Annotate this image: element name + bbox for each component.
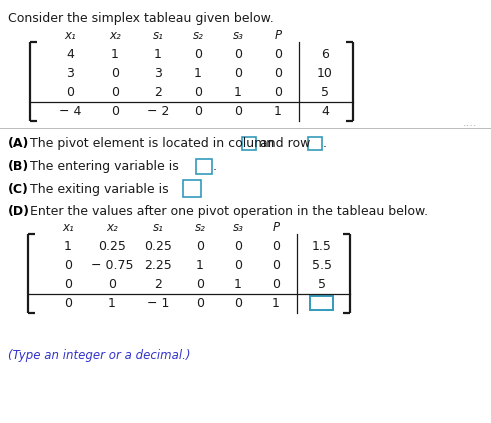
Text: and row: and row [260,137,310,149]
Text: s₂: s₂ [194,220,205,233]
Text: 0: 0 [111,85,119,99]
Text: 5: 5 [318,277,326,291]
Text: 0: 0 [234,239,242,253]
Text: 1: 1 [234,85,242,99]
Text: 0: 0 [194,47,202,60]
Text: 0: 0 [64,297,72,310]
Text: 0: 0 [234,47,242,60]
Text: 5: 5 [321,85,329,99]
Text: s₂: s₂ [192,28,203,41]
Text: 0: 0 [196,297,204,310]
Text: 1: 1 [154,47,162,60]
FancyBboxPatch shape [242,137,256,149]
Text: x₁: x₁ [64,28,76,41]
Text: 4: 4 [66,47,74,60]
Text: 2: 2 [154,85,162,99]
Text: − 1: − 1 [147,297,169,310]
Text: s₁: s₁ [153,28,164,41]
FancyBboxPatch shape [308,137,322,149]
Text: 0: 0 [66,85,74,99]
FancyBboxPatch shape [310,296,333,310]
Text: 0: 0 [234,66,242,80]
Text: (Type an integer or a decimal.): (Type an integer or a decimal.) [8,349,191,362]
Text: The entering variable is: The entering variable is [30,159,179,173]
Text: 0: 0 [272,277,280,291]
Text: 5.5: 5.5 [312,258,332,272]
Text: The exiting variable is: The exiting variable is [30,182,168,195]
Text: x₂: x₂ [109,28,121,41]
Text: 0.25: 0.25 [98,239,126,253]
Text: x₁: x₁ [62,220,74,233]
Text: 0: 0 [194,85,202,99]
Text: 0: 0 [64,258,72,272]
Text: s₃: s₃ [233,220,244,233]
Text: (A): (A) [8,137,29,149]
Text: (B): (B) [8,159,29,173]
Text: (C): (C) [8,182,29,195]
FancyBboxPatch shape [196,159,212,173]
Text: 0: 0 [234,258,242,272]
Text: 0: 0 [274,47,282,60]
Text: s₃: s₃ [233,28,244,41]
Text: 1: 1 [274,104,282,118]
Text: .: . [213,159,217,173]
Text: 0: 0 [111,104,119,118]
Text: 0: 0 [108,277,116,291]
Text: − 4: − 4 [59,104,81,118]
Text: 10: 10 [317,66,333,80]
Text: 1: 1 [111,47,119,60]
Text: 0: 0 [274,85,282,99]
Text: 0: 0 [194,104,202,118]
Text: 1.5: 1.5 [312,239,332,253]
Text: 0: 0 [274,66,282,80]
Text: 1: 1 [194,66,202,80]
Text: 1: 1 [272,297,280,310]
Text: Enter the values after one pivot operation in the tableau below.: Enter the values after one pivot operati… [30,204,428,217]
FancyBboxPatch shape [183,179,201,197]
Text: 1: 1 [64,239,72,253]
Text: 1: 1 [196,258,204,272]
Text: (D): (D) [8,204,30,217]
Text: 0.25: 0.25 [144,239,172,253]
Text: 2.25: 2.25 [144,258,172,272]
Text: − 0.75: − 0.75 [91,258,133,272]
Text: 3: 3 [154,66,162,80]
Text: 0: 0 [234,104,242,118]
Text: 0: 0 [111,66,119,80]
Text: 0: 0 [196,277,204,291]
Text: 0: 0 [64,277,72,291]
Text: x₂: x₂ [106,220,118,233]
Text: The pivot element is located in column: The pivot element is located in column [30,137,274,149]
Text: 4: 4 [321,104,329,118]
Text: P: P [273,220,279,233]
Text: 0: 0 [272,258,280,272]
Text: 6: 6 [321,47,329,60]
Text: 1: 1 [108,297,116,310]
Text: P: P [274,28,281,41]
Text: 0: 0 [234,297,242,310]
Text: 1: 1 [234,277,242,291]
Text: .: . [323,137,327,149]
Text: 0: 0 [272,239,280,253]
Text: s₁: s₁ [153,220,164,233]
Text: 2: 2 [154,277,162,291]
Text: 0: 0 [196,239,204,253]
Text: ....: .... [463,118,478,128]
Text: 3: 3 [66,66,74,80]
Text: − 2: − 2 [147,104,169,118]
Text: Consider the simplex tableau given below.: Consider the simplex tableau given below… [8,12,274,25]
